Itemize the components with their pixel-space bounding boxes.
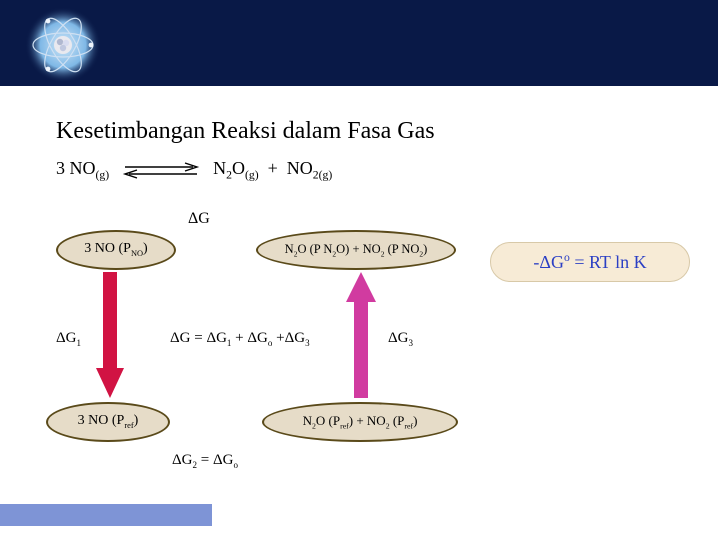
- page-title: Kesetimbangan Reaksi dalam Fasa Gas: [56, 118, 435, 145]
- arrow-dg3-icon: [346, 272, 376, 398]
- state-reactant-ref: 3 NO (Pref): [46, 402, 170, 442]
- reaction-lhs: 3 NO(g): [56, 158, 109, 182]
- state-reactant-actual: 3 NO (PNO): [56, 230, 176, 270]
- header-inner: [0, 0, 718, 86]
- reaction-equation: 3 NO(g) N2O(g) + NO2(g): [56, 158, 332, 182]
- dg-sum-equation: ΔG = ΔG1 + ΔGo +ΔG3: [170, 330, 310, 348]
- arrow-dg1-icon: [96, 272, 124, 398]
- dg3-label: ΔG3: [388, 330, 413, 348]
- state-product-ref: N2O (Pref) + NO2 (Pref): [262, 402, 458, 442]
- dg2-equation: ΔG2 = ΔGo: [172, 452, 238, 470]
- footer-strip: [0, 504, 212, 526]
- delta-g-top-label: ΔG: [188, 210, 210, 228]
- atom-icon: [24, 6, 102, 84]
- reaction-rhs: N2O(g) + NO2(g): [213, 158, 332, 182]
- dg1-label: ΔG1: [56, 330, 81, 348]
- header-band: [0, 0, 718, 104]
- rtlnk-callout: -ΔGo = RT ln K: [490, 242, 690, 282]
- state-product-actual: N2O (P N2O) + NO2 (P NO2): [256, 230, 456, 270]
- equilibrium-arrows-icon: [121, 161, 201, 179]
